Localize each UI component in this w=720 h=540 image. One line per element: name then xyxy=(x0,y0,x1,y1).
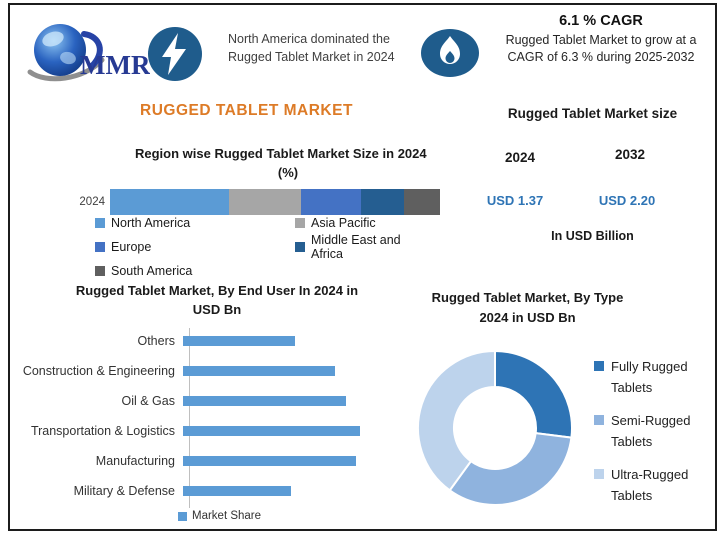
type-legend-item: Semi-Rugged Tablets xyxy=(594,410,712,452)
region-legend: North America Asia Pacific Europe Middle Ea… xyxy=(95,216,435,278)
market-size-year-2024: 2024 xyxy=(504,150,536,165)
mmr-globe-icon: MMR xyxy=(27,24,151,82)
end-user-row: Transportation & Logistics xyxy=(15,416,375,446)
end-user-bar xyxy=(183,486,291,496)
end-user-category-label: Transportation & Logistics xyxy=(30,424,175,438)
legend-swatch-icon xyxy=(178,511,187,521)
end-user-chart-title: Rugged Tablet Market, By End User In 202… xyxy=(60,281,374,319)
end-user-title-line-1: Rugged Tablet Market, By End User In 202… xyxy=(75,283,359,298)
end-user-bar xyxy=(183,336,295,346)
end-user-category-label: Construction & Engineering xyxy=(22,364,175,378)
end-user-legend: Market Share xyxy=(178,510,261,522)
region-chart-title-unit: (%) xyxy=(277,165,299,180)
legend-swatch-icon xyxy=(95,242,105,252)
market-size-value-2032: USD 2.20 xyxy=(598,193,656,208)
region-segment xyxy=(360,189,404,215)
legend-label: Middle East and Africa xyxy=(311,233,401,261)
flame-badge xyxy=(420,28,480,83)
end-user-legend-label: Market Share xyxy=(192,510,262,522)
type-chart-title: Rugged Tablet Market, By Type 2024 in US… xyxy=(400,288,655,328)
end-user-bar xyxy=(183,456,356,466)
legend-swatch-icon xyxy=(594,469,604,479)
type-title-line-1: Rugged Tablet Market, By Type xyxy=(431,290,624,305)
donut-svg xyxy=(417,349,573,506)
region-legend-item: South America xyxy=(95,264,295,278)
donut-slice xyxy=(417,349,496,492)
legend-swatch-icon xyxy=(95,218,105,228)
type-legend-item: Fully Rugged Tablets xyxy=(594,356,712,398)
end-user-row: Oil & Gas xyxy=(15,386,375,416)
end-user-category-label: Manufacturing xyxy=(95,454,175,468)
region-chart-title: Region wise Rugged Tablet Market Size in… xyxy=(135,146,427,161)
region-segment xyxy=(301,189,361,215)
region-legend-item: Middle East and Africa xyxy=(295,233,435,261)
region-legend-item: Asia Pacific xyxy=(295,216,435,230)
end-user-bar xyxy=(183,366,335,376)
end-user-bar-chart: Others Construction & Engineering Oil & Ga… xyxy=(15,326,375,506)
cagr-line-1: Rugged Tablet Market to grow at a xyxy=(505,33,697,47)
region-stacked-bar xyxy=(110,189,440,215)
end-user-bar xyxy=(183,396,346,406)
end-user-row: Military & Defense xyxy=(15,476,375,506)
banner-line-1: North America dominated the xyxy=(228,32,390,46)
legend-label: South America xyxy=(111,264,193,278)
page-title: RUGGED TABLET MARKET xyxy=(140,102,353,119)
type-legend-item: Ultra-Rugged Tablets xyxy=(594,464,712,506)
banner-line-2: Rugged Tablet Market in 2024 xyxy=(228,50,395,64)
lightning-badge xyxy=(147,26,203,87)
region-legend-item: Europe xyxy=(95,233,295,261)
legend-swatch-icon xyxy=(295,242,305,252)
legend-label: North America xyxy=(111,216,191,230)
legend-label: Fully Rugged Tablets xyxy=(611,359,688,395)
legend-swatch-icon xyxy=(594,361,604,371)
market-size-title: Rugged Tablet Market size xyxy=(507,106,678,121)
market-size-year-2032: 2032 xyxy=(614,147,646,162)
legend-swatch-icon xyxy=(295,218,305,228)
highlight-banner: North America dominated the Rugged Table… xyxy=(228,30,413,66)
region-segment xyxy=(110,189,229,215)
donut-slice xyxy=(448,432,573,506)
legend-label: Asia Pacific xyxy=(311,216,376,230)
end-user-row: Construction & Engineering xyxy=(15,356,375,386)
type-donut-chart xyxy=(410,343,580,513)
type-title-line-2: 2024 in USD Bn xyxy=(479,310,576,325)
end-user-category-label: Oil & Gas xyxy=(121,394,176,408)
end-user-category-label: Military & Defense xyxy=(73,484,175,498)
end-user-bar xyxy=(183,426,360,436)
flame-icon xyxy=(421,29,479,77)
cagr-headline: 6.1 % CAGR xyxy=(559,13,643,29)
legend-label: Semi-Rugged Tablets xyxy=(611,413,691,449)
legend-label: Ultra-Rugged Tablets xyxy=(611,467,689,503)
cagr-line-2: CAGR of 6.3 % during 2025-2032 xyxy=(507,50,695,64)
mmr-logo: MMR xyxy=(26,20,151,84)
region-segment xyxy=(403,189,440,215)
outer-border xyxy=(8,3,717,531)
region-legend-item: North America xyxy=(95,216,295,230)
end-user-row: Manufacturing xyxy=(15,446,375,476)
market-size-value-2024: USD 1.37 xyxy=(486,193,544,208)
legend-swatch-icon xyxy=(95,266,105,276)
legend-label: Europe xyxy=(111,240,152,254)
end-user-category-label: Others xyxy=(137,334,175,348)
donut-slice xyxy=(494,349,573,439)
svg-text:MMR: MMR xyxy=(80,50,150,80)
end-user-axis-line xyxy=(189,328,190,508)
market-size-unit-note: In USD Billion xyxy=(551,229,634,243)
end-user-row: Others xyxy=(15,326,375,356)
cagr-banner: 6.1 % CAGR Rugged Tablet Market to grow … xyxy=(486,13,716,66)
end-user-title-line-2: USD Bn xyxy=(192,302,242,317)
type-legend: Fully Rugged Tablets Semi-Rugged Tablets U… xyxy=(594,356,712,518)
region-bar-year-label: 2024 xyxy=(79,196,105,208)
lightning-bolt-icon xyxy=(148,27,202,81)
legend-swatch-icon xyxy=(594,415,604,425)
region-segment xyxy=(228,189,302,215)
